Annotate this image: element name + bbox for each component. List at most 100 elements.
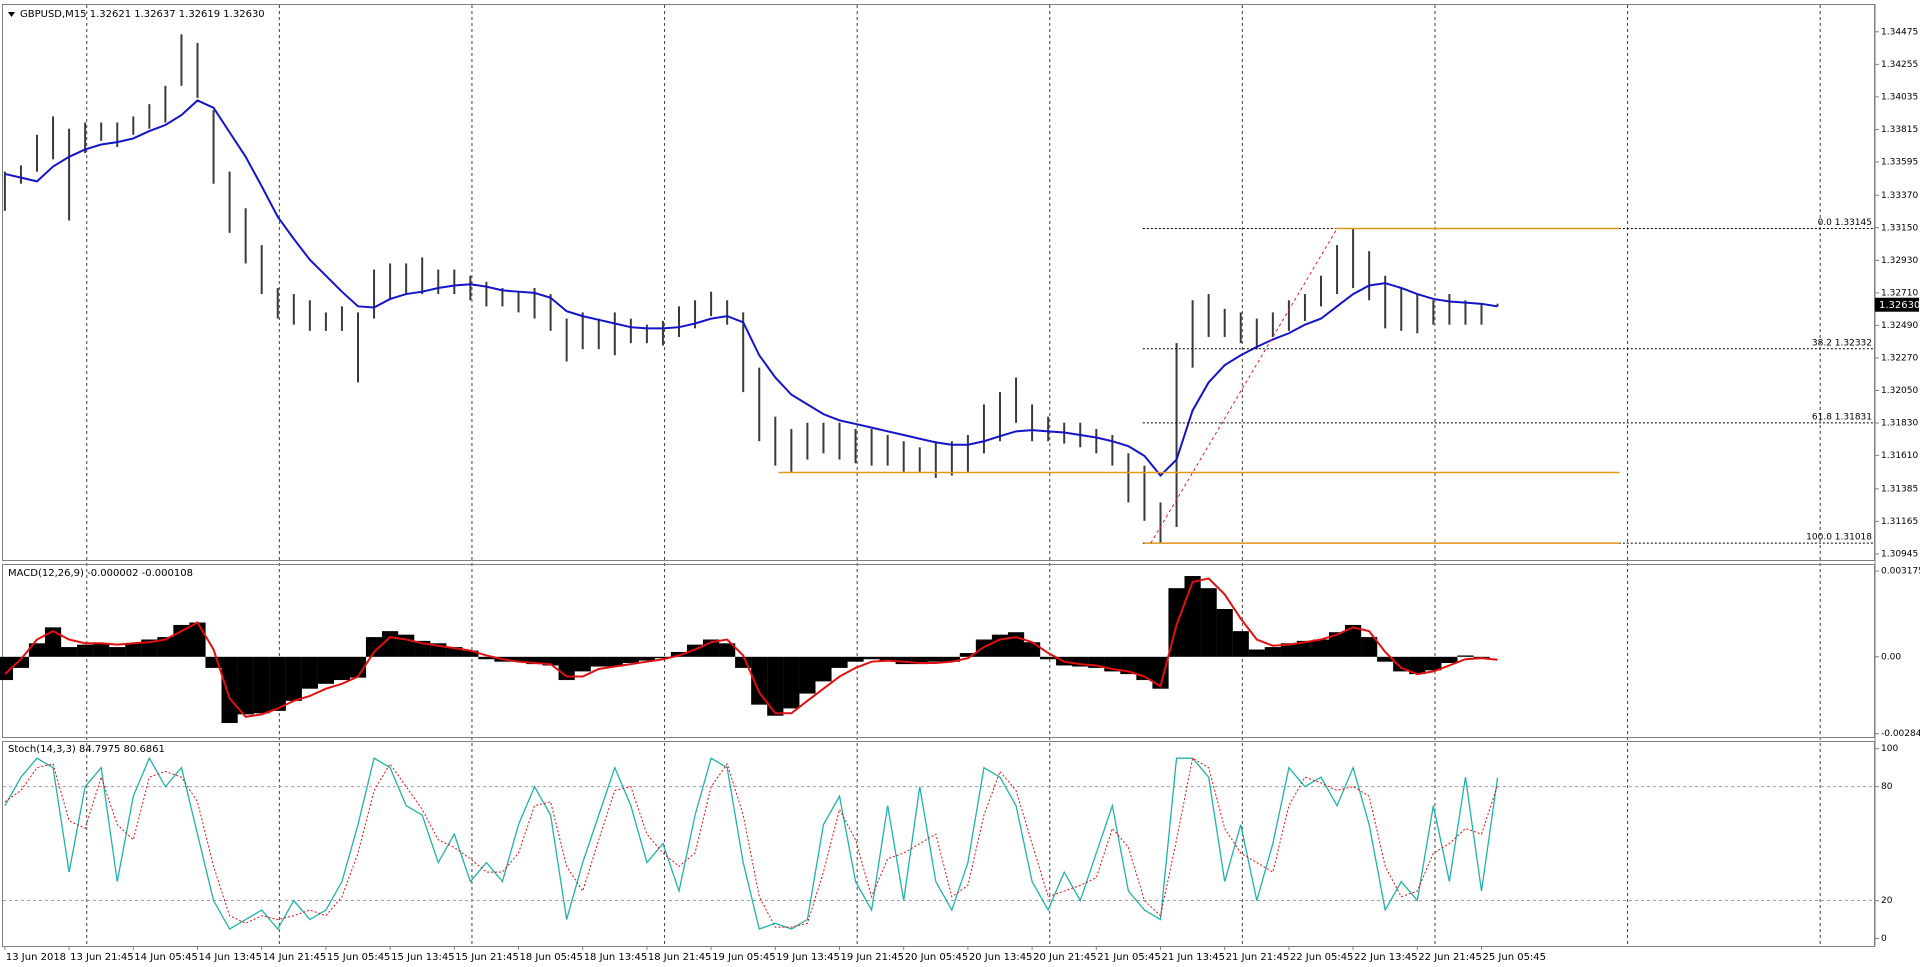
macd-bar: [173, 624, 190, 657]
macd-bar: [751, 656, 768, 705]
macd-bar: [478, 656, 495, 660]
macd-bar: [1441, 656, 1458, 664]
x-tick-label: 25 Jun 05:45: [1483, 952, 1547, 963]
x-tick-label: 13 Jun 21:45: [70, 952, 134, 963]
marks: 13 Jun 2018 13 Jun 21:45 14 Jun 05:45 14 Ju…: [0, 27, 1920, 963]
x-tick-label: 19 Jun 13:45: [776, 952, 840, 963]
macd-bar: [638, 656, 655, 661]
macd-bar: [317, 656, 334, 684]
macd-bar: [783, 656, 800, 709]
macd-bar: [959, 653, 976, 657]
y-tick-label: 1.32270: [1881, 353, 1918, 363]
x-tick-label: 22 Jun 21:45: [1418, 952, 1482, 963]
x-tick-label: 15 Jun 21:45: [455, 952, 519, 963]
macd-bar: [799, 656, 816, 694]
macd-bar: [221, 656, 238, 724]
y-tick-label: 1.33370: [1881, 191, 1918, 201]
y-tick-label: 80: [1881, 782, 1893, 792]
macd-bar: [237, 656, 254, 715]
macd-bar: [1280, 643, 1297, 657]
fib-label: 0.0 1.33145: [1818, 218, 1872, 228]
macd-signal: [4, 577, 1498, 718]
x-tick-label: 22 Jun 13:45: [1354, 952, 1418, 963]
macd-bar: [606, 656, 623, 667]
macd-bar: [1345, 624, 1362, 657]
x-tick-label: 21 Jun 13:45: [1162, 952, 1226, 963]
stoch-panel: [2, 741, 1875, 947]
macd-bar: [1264, 647, 1281, 657]
macd-bar: [44, 627, 62, 657]
fib-label: 38.2 1.32332: [1812, 338, 1872, 348]
macd-bar: [1152, 656, 1169, 689]
macd-bar: [61, 647, 78, 657]
macd-bar: [767, 656, 784, 716]
y-tick-label: 1.31830: [1881, 419, 1918, 429]
y-tick-label: 1.31165: [1881, 517, 1918, 527]
x-tick-label: 14 Jun 21:45: [263, 952, 327, 963]
macd-bar: [0, 656, 14, 681]
current-price-box: [1875, 297, 1919, 312]
macd-bar: [735, 656, 752, 668]
macd-bar: [365, 637, 383, 657]
stoch-signal: [4, 757, 1499, 928]
dropdown-icon[interactable]: [8, 12, 15, 17]
y-tick-label: 20: [1881, 896, 1893, 906]
macd-bar: [654, 656, 672, 659]
macd-bar: [141, 639, 158, 657]
macd-bar: [943, 656, 960, 662]
fib-label: 61.8 1.31831: [1812, 412, 1872, 422]
macd-bar: [895, 656, 912, 665]
x-tick-label: 15 Jun 13:45: [391, 952, 455, 963]
macd-bar: [1184, 576, 1201, 657]
x-tick-label: 20 Jun 05:45: [905, 952, 969, 963]
x-tick-label: 20 Jun 21:45: [1033, 952, 1097, 963]
macd-bar: [382, 631, 399, 657]
macd-bar: [285, 656, 302, 701]
x-tick-label: 14 Jun 13:45: [199, 952, 263, 963]
macd-bar: [815, 656, 832, 682]
macd-bar: [349, 656, 367, 678]
macd-bar: [125, 643, 142, 657]
y-tick-label: 0: [1881, 934, 1887, 944]
macd-bar: [719, 643, 736, 657]
macd-bar: [205, 656, 222, 668]
macd-bar: [157, 637, 174, 657]
macd-bar: [28, 643, 46, 657]
macd-bar: [1361, 637, 1378, 657]
macd-bar: [1007, 632, 1025, 657]
macd-bar: [93, 643, 110, 657]
x-tick-label: 18 Jun 13:45: [584, 952, 648, 963]
macd-title: MACD(12,26,9) -0.000002 -0.000108: [8, 568, 193, 579]
macd-bar: [1040, 656, 1057, 660]
macd-bar: [1328, 632, 1346, 657]
macd-bar: [1296, 640, 1314, 657]
x-tick-label: 19 Jun 21:45: [841, 952, 905, 963]
macd-bar: [590, 656, 607, 667]
y-tick-label: -0.002845: [1881, 729, 1920, 739]
x-tick-label: 19 Jun 05:45: [712, 952, 776, 963]
macd-bar: [1072, 656, 1089, 667]
macd-bar: [301, 656, 318, 689]
macd-bar: [991, 634, 1009, 657]
macd-bar: [879, 656, 896, 661]
y-tick-label: 1.34255: [1881, 60, 1918, 70]
y-tick-label: 1.31385: [1881, 484, 1918, 494]
moving-average: [4, 99, 1498, 478]
macd-bar: [1248, 649, 1265, 657]
fib-trend-line: [1150, 228, 1338, 544]
x-tick-label: 18 Jun 21:45: [648, 952, 712, 963]
macd-bar: [526, 656, 543, 665]
y-tick-label: 1.30945: [1881, 549, 1918, 559]
macd-bar: [1088, 656, 1105, 668]
y-tick-label: 0.003175: [1881, 567, 1920, 577]
macd-bar: [911, 656, 928, 665]
macd-bar: [462, 650, 479, 657]
macd-bar: [1377, 656, 1394, 662]
y-tick-label: 1.33815: [1881, 125, 1918, 135]
x-tick-label: 14 Jun 05:45: [134, 952, 198, 963]
y-tick-label: 0.00: [1881, 652, 1901, 662]
macd-bar: [1393, 656, 1410, 672]
x-tick-label: 22 Jun 05:45: [1290, 952, 1354, 963]
